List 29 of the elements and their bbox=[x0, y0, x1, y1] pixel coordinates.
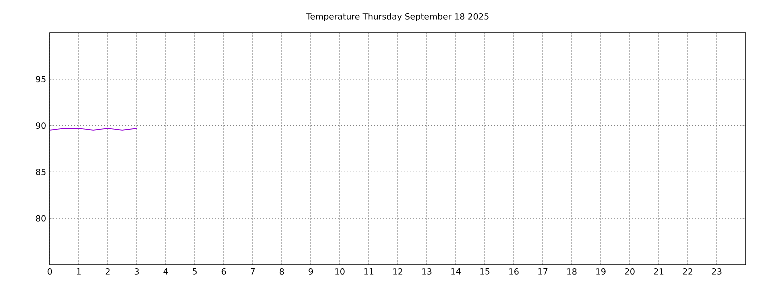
x-tick-label: 9 bbox=[308, 268, 314, 275]
x-tick-label: 15 bbox=[480, 268, 490, 275]
y-tick-label: 80 bbox=[36, 215, 46, 222]
x-tick-label: 5 bbox=[192, 268, 197, 275]
x-tick-label: 18 bbox=[568, 268, 577, 275]
x-tick-label: 16 bbox=[510, 268, 519, 275]
x-tick-label: 23 bbox=[712, 268, 722, 275]
x-tick-label: 17 bbox=[538, 268, 548, 275]
x-tick-label: 0 bbox=[48, 268, 52, 275]
x-tick-label: 20 bbox=[625, 268, 635, 275]
x-tick-label: 22 bbox=[683, 268, 693, 275]
y-tick-label: 90 bbox=[36, 122, 46, 130]
x-tick-label: 13 bbox=[422, 268, 432, 275]
chart-title: Temperature Thursday September 18 2025 bbox=[306, 13, 489, 22]
x-tick-label: 14 bbox=[452, 268, 461, 275]
x-tick-label: 7 bbox=[250, 268, 255, 275]
x-tick-label: 1 bbox=[77, 268, 81, 275]
x-tick-label: 2 bbox=[106, 268, 110, 275]
x-tick-label: 3 bbox=[134, 268, 140, 275]
x-tick-label: 19 bbox=[596, 268, 606, 275]
x-tick-label: 8 bbox=[280, 268, 284, 275]
x-tick-label: 12 bbox=[394, 268, 403, 275]
y-tick-label: 95 bbox=[36, 76, 46, 83]
y-tick-label: 85 bbox=[36, 169, 46, 176]
x-tick-label: 6 bbox=[222, 268, 226, 275]
x-tick-label: 11 bbox=[364, 268, 374, 275]
x-tick-label: 21 bbox=[654, 268, 664, 275]
x-tick-label: 10 bbox=[336, 268, 345, 275]
x-tick-label: 4 bbox=[164, 268, 168, 275]
